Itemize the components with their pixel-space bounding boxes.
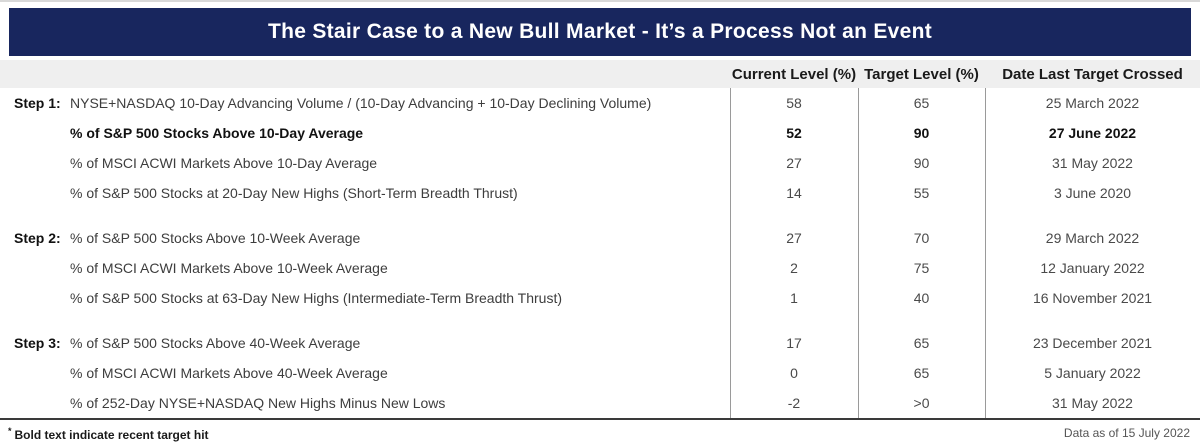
indicator-cell: % of S&P 500 Stocks at 63-Day New Highs … xyxy=(0,290,730,306)
date-crossed-value: 23 December 2021 xyxy=(1032,335,1153,351)
indicator-cell: % of MSCI ACWI Markets Above 10-Day Aver… xyxy=(0,155,730,171)
date-crossed-value: 31 May 2022 xyxy=(1052,395,1133,411)
table-row: % of S&P 500 Stocks at 20-Day New Highs … xyxy=(0,178,1200,208)
step-label: Step 3: xyxy=(14,335,61,351)
indicator-label: % of S&P 500 Stocks Above 40-Week Averag… xyxy=(70,335,361,351)
date-crossed-value: 31 May 2022 xyxy=(1052,155,1133,171)
bottom-rule xyxy=(0,418,1200,420)
indicator-cell: % of S&P 500 Stocks Above 10-Day Average xyxy=(0,125,730,141)
table-body: Step 1: NYSE+NASDAQ 10-Day Advancing Vol… xyxy=(0,88,1200,418)
footer: * Bold text indicate recent target hit Da… xyxy=(0,420,1200,442)
indicator-label: % of MSCI ACWI Markets Above 40-Week Ave… xyxy=(70,365,388,381)
indicator-label: NYSE+NASDAQ 10-Day Advancing Volume / (1… xyxy=(70,95,652,111)
indicator-cell: Step 1: NYSE+NASDAQ 10-Day Advancing Vol… xyxy=(0,95,730,111)
date-crossed-column-header: Date Last Target Crossed xyxy=(1002,65,1183,83)
indicator-cell: Step 2: % of S&P 500 Stocks Above 10-Wee… xyxy=(0,230,730,246)
indicator-cell: % of MSCI ACWI Markets Above 10-Week Ave… xyxy=(0,260,730,276)
current-level-value: 27 xyxy=(786,230,802,246)
footnote-text: Bold text indicate recent target hit xyxy=(14,428,209,442)
target-level-value: 55 xyxy=(913,185,930,201)
table-row: % of S&P 500 Stocks at 63-Day New Highs … xyxy=(0,283,1200,313)
date-crossed-value: 16 November 2021 xyxy=(1032,290,1153,306)
target-level-value: 70 xyxy=(913,230,930,246)
table-row: Step 3: % of S&P 500 Stocks Above 40-Wee… xyxy=(0,328,1200,358)
indicator-cell: % of 252-Day NYSE+NASDAQ New Highs Minus… xyxy=(0,395,730,411)
page-title: The Stair Case to a New Bull Market - It… xyxy=(9,8,1191,56)
step-label: Step 1: xyxy=(14,95,61,111)
indicator-label: % of S&P 500 Stocks Above 10-Week Averag… xyxy=(70,230,361,246)
current-level-column-header: Current Level (%) xyxy=(731,65,857,83)
table-row: Step 1: NYSE+NASDAQ 10-Day Advancing Vol… xyxy=(0,88,1200,118)
indicator-cell: % of MSCI ACWI Markets Above 40-Week Ave… xyxy=(0,365,730,381)
column-header-row: Current Level (%) Target Level (%) Date … xyxy=(0,60,1200,88)
current-level-value: -2 xyxy=(787,395,801,411)
table-row: % of S&P 500 Stocks Above 10-Day Average… xyxy=(0,118,1200,148)
target-level-value: 75 xyxy=(913,260,930,276)
current-level-value: 14 xyxy=(786,185,802,201)
data-as-of-label: Data as of 15 July 2022 xyxy=(1063,426,1190,440)
target-level-column-header: Target Level (%) xyxy=(864,65,979,83)
target-level-value: 40 xyxy=(913,290,930,306)
step-label: Step 2: xyxy=(14,230,61,246)
table-row: % of 252-Day NYSE+NASDAQ New Highs Minus… xyxy=(0,388,1200,418)
current-level-value: 17 xyxy=(786,335,802,351)
date-crossed-value: 5 January 2022 xyxy=(1044,365,1141,381)
table-row: % of MSCI ACWI Markets Above 10-Day Aver… xyxy=(0,148,1200,178)
target-level-value: >0 xyxy=(913,395,930,411)
date-crossed-value: 27 June 2022 xyxy=(1048,125,1137,141)
date-crossed-value: 3 June 2020 xyxy=(1053,185,1132,201)
indicator-label: % of MSCI ACWI Markets Above 10-Day Aver… xyxy=(70,155,378,171)
date-crossed-value: 25 March 2022 xyxy=(1045,95,1140,111)
table-row: Step 2: % of S&P 500 Stocks Above 10-Wee… xyxy=(0,223,1200,253)
current-level-value: 1 xyxy=(790,290,798,306)
target-level-value: 90 xyxy=(913,155,930,171)
target-level-value: 65 xyxy=(913,365,930,381)
indicator-label: % of 252-Day NYSE+NASDAQ New Highs Minus… xyxy=(70,395,446,411)
current-level-value: 2 xyxy=(790,260,798,276)
target-level-value: 90 xyxy=(913,125,930,141)
indicator-label: % of S&P 500 Stocks Above 10-Day Average xyxy=(70,125,364,141)
indicator-cell: Step 3: % of S&P 500 Stocks Above 40-Wee… xyxy=(0,335,730,351)
target-level-value: 65 xyxy=(913,95,930,111)
date-crossed-value: 29 March 2022 xyxy=(1045,230,1140,246)
footnote-marker: * xyxy=(8,426,12,436)
current-level-value: 52 xyxy=(786,125,802,141)
indicator-cell: % of S&P 500 Stocks at 20-Day New Highs … xyxy=(0,185,730,201)
table-row: % of MSCI ACWI Markets Above 40-Week Ave… xyxy=(0,358,1200,388)
indicator-label: % of S&P 500 Stocks at 63-Day New Highs … xyxy=(70,290,563,306)
current-level-value: 58 xyxy=(786,95,802,111)
date-crossed-value: 12 January 2022 xyxy=(1040,260,1145,276)
current-level-value: 27 xyxy=(786,155,802,171)
target-level-value: 65 xyxy=(913,335,930,351)
indicator-label: % of S&P 500 Stocks at 20-Day New Highs … xyxy=(70,185,518,201)
table-row: % of MSCI ACWI Markets Above 10-Week Ave… xyxy=(0,253,1200,283)
bold-text-footnote: * Bold text indicate recent target hit xyxy=(8,426,209,442)
current-level-value: 0 xyxy=(790,365,798,381)
indicator-label: % of MSCI ACWI Markets Above 10-Week Ave… xyxy=(70,260,388,276)
